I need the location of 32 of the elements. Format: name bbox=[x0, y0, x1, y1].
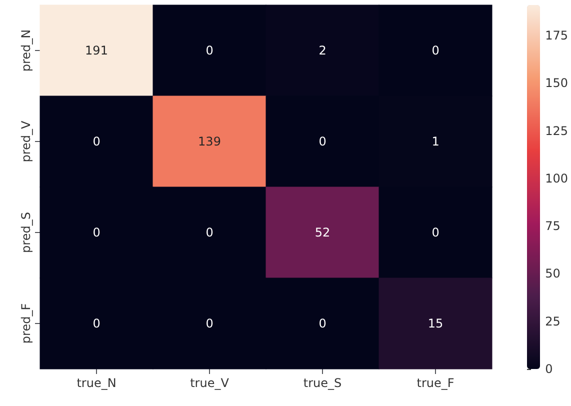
color-bar-label: 50 bbox=[545, 266, 560, 281]
data-label: 0 bbox=[432, 226, 440, 240]
data-label: 15 bbox=[428, 316, 444, 330]
data-label: 0 bbox=[318, 134, 326, 148]
data-label: 0 bbox=[318, 316, 326, 330]
color-bar-label: 100 bbox=[545, 171, 568, 186]
color-bar-label: 150 bbox=[545, 76, 568, 90]
y-tick-label: pred_S bbox=[19, 212, 33, 253]
color-bar-label: 25 bbox=[545, 314, 560, 328]
color-bar-label: 75 bbox=[545, 219, 560, 234]
data-label: 1 bbox=[432, 134, 440, 148]
data-label: 139 bbox=[198, 134, 221, 148]
data-label: 0 bbox=[206, 316, 214, 330]
y-tick-label: pred_F bbox=[19, 303, 33, 344]
data-label: 191 bbox=[85, 44, 108, 58]
data-label: 0 bbox=[206, 44, 214, 58]
x-tick-label: true_V bbox=[190, 376, 230, 390]
data-label: 0 bbox=[92, 226, 100, 240]
x-tick-label: true_F bbox=[416, 376, 454, 390]
color-bar-label: 175 bbox=[545, 28, 568, 42]
x-tick-label: true_N bbox=[76, 376, 116, 390]
x-tick-label: true_S bbox=[303, 376, 342, 390]
data-label: 0 bbox=[432, 44, 440, 58]
data-label: 2 bbox=[318, 44, 326, 58]
data-label: 0 bbox=[206, 226, 214, 240]
data-label: 52 bbox=[314, 226, 330, 240]
color-bar-label: 125 bbox=[545, 124, 568, 138]
color-bar-label: 0 bbox=[545, 362, 553, 376]
data-label: 0 bbox=[92, 134, 100, 148]
data-label: 0 bbox=[92, 316, 100, 330]
y-tick-label: pred_N bbox=[19, 29, 33, 72]
y-tick-label: pred_V bbox=[19, 120, 33, 162]
